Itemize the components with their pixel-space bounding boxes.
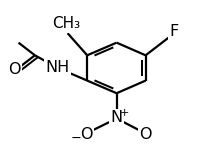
Text: CH₃: CH₃ <box>52 16 81 31</box>
Text: +: + <box>120 108 130 118</box>
Text: F: F <box>170 24 179 39</box>
Text: O: O <box>139 127 152 142</box>
Text: NH: NH <box>46 61 70 75</box>
Text: O: O <box>80 127 92 142</box>
Text: N: N <box>111 110 123 125</box>
Text: −: − <box>70 132 81 145</box>
Text: O: O <box>9 62 21 77</box>
